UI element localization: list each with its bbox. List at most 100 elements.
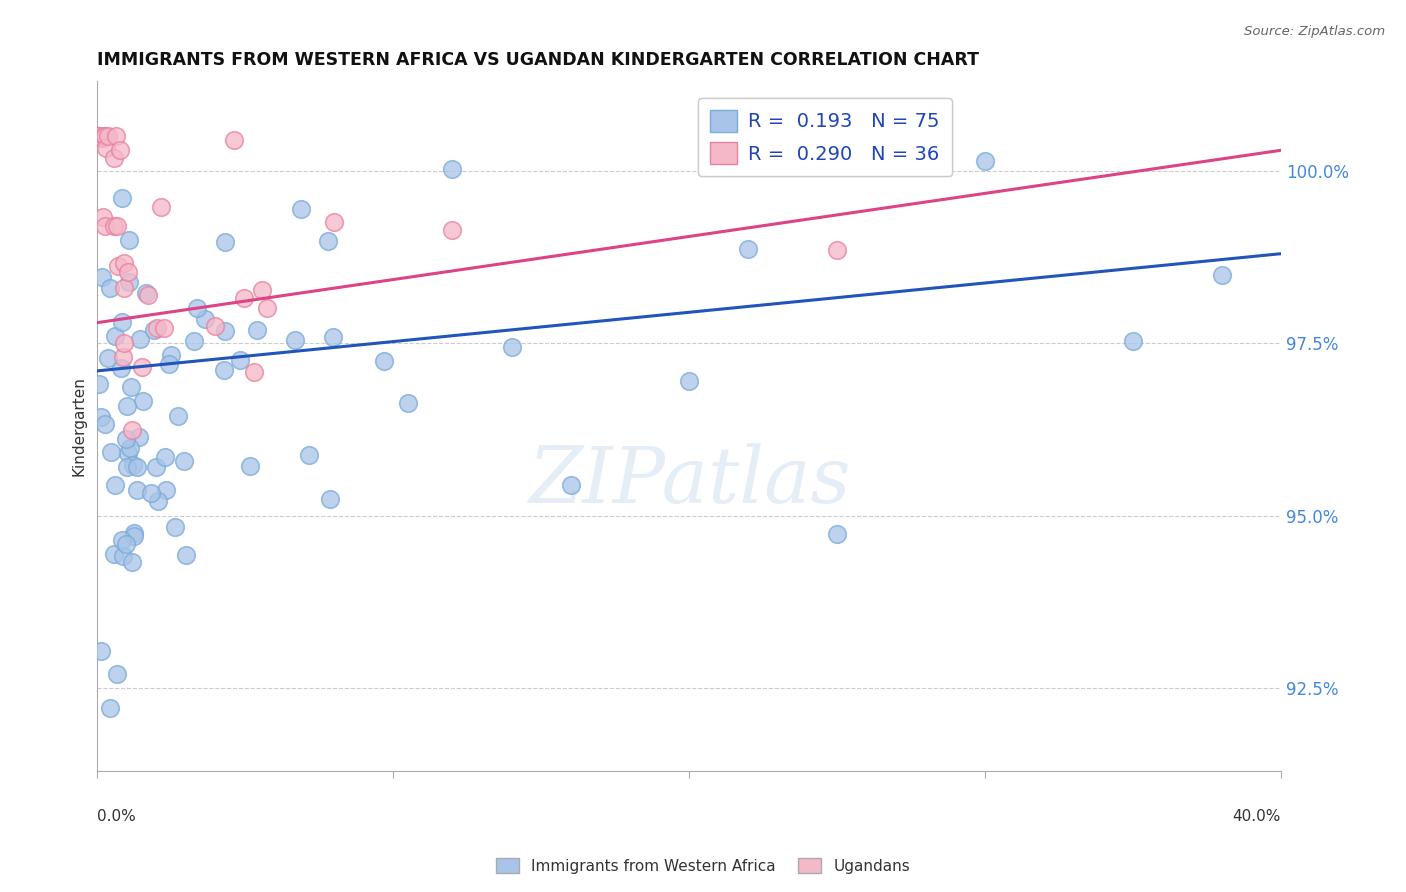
Point: [396, 396, 419, 410]
Point: [122, 529, 145, 543]
Point: [319, 491, 342, 506]
Point: [125, 460, 148, 475]
Point: [212, 363, 235, 377]
Point: [90, 409, 112, 424]
Point: [143, 323, 166, 337]
Point: [124, 526, 146, 541]
Point: [150, 200, 173, 214]
Point: [117, 265, 139, 279]
Point: [103, 477, 125, 491]
Point: [91, 211, 114, 225]
Point: [110, 315, 132, 329]
Point: [131, 359, 153, 374]
Point: [974, 153, 997, 168]
Point: [103, 151, 125, 165]
Point: [825, 527, 848, 541]
Point: [243, 365, 266, 379]
Point: [173, 453, 195, 467]
Point: [441, 161, 464, 176]
Point: [233, 292, 256, 306]
Legend: Immigrants from Western Africa, Ugandans: Immigrants from Western Africa, Ugandans: [489, 852, 917, 880]
Point: [107, 259, 129, 273]
Point: [186, 301, 208, 315]
Point: [87, 129, 110, 144]
Point: [214, 324, 236, 338]
Point: [165, 520, 187, 534]
Point: [284, 333, 307, 347]
Point: [122, 458, 145, 472]
Point: [373, 354, 395, 368]
Point: [560, 478, 582, 492]
Point: [97, 129, 120, 144]
Point: [120, 380, 142, 394]
Point: [256, 301, 278, 316]
Point: [128, 429, 150, 443]
Point: [1122, 334, 1144, 349]
Point: [139, 486, 162, 500]
Point: [91, 131, 114, 145]
Point: [107, 667, 129, 681]
Point: [111, 192, 134, 206]
Point: [678, 374, 700, 388]
Point: [204, 318, 226, 333]
Point: [222, 133, 245, 147]
Point: [98, 281, 121, 295]
Point: [153, 320, 176, 334]
Point: [87, 129, 110, 144]
Point: [157, 357, 180, 371]
Point: [93, 129, 115, 144]
Point: [112, 281, 135, 295]
Point: [108, 143, 131, 157]
Point: [136, 287, 159, 301]
Point: [114, 256, 136, 270]
Point: [1211, 268, 1233, 282]
Point: [115, 459, 138, 474]
Point: [128, 332, 150, 346]
Point: [323, 215, 346, 229]
Point: [98, 701, 121, 715]
Point: [298, 448, 321, 462]
Point: [105, 219, 128, 233]
Point: [121, 555, 143, 569]
Point: [87, 377, 110, 392]
Point: [194, 311, 217, 326]
Point: [94, 417, 117, 432]
Point: [100, 445, 122, 459]
Legend: R =  0.193   N = 75, R =  0.290   N = 36: R = 0.193 N = 75, R = 0.290 N = 36: [697, 98, 952, 176]
Point: [441, 223, 464, 237]
Point: [90, 644, 112, 658]
Point: [111, 351, 134, 365]
Point: [155, 483, 177, 497]
Point: [246, 323, 269, 337]
Point: [110, 361, 132, 376]
Point: [97, 351, 120, 366]
Point: [160, 348, 183, 362]
Point: [103, 219, 125, 233]
Point: [125, 483, 148, 497]
Point: [501, 340, 523, 354]
Point: [153, 450, 176, 465]
Point: [214, 235, 236, 249]
Point: [94, 140, 117, 154]
Point: [229, 353, 252, 368]
Point: [121, 423, 143, 437]
Point: [115, 432, 138, 446]
Point: [104, 329, 127, 343]
Text: ZIPatlas: ZIPatlas: [529, 443, 851, 519]
Point: [131, 394, 153, 409]
Point: [135, 285, 157, 300]
Point: [239, 458, 262, 473]
Point: [146, 321, 169, 335]
Point: [115, 399, 138, 413]
Point: [290, 202, 312, 216]
Point: [94, 129, 117, 144]
Point: [94, 219, 117, 233]
Point: [183, 334, 205, 348]
Point: [112, 336, 135, 351]
Point: [87, 129, 110, 144]
Point: [322, 330, 344, 344]
Point: [737, 243, 759, 257]
Text: 0.0%: 0.0%: [97, 809, 136, 823]
Point: [146, 494, 169, 508]
Point: [103, 547, 125, 561]
